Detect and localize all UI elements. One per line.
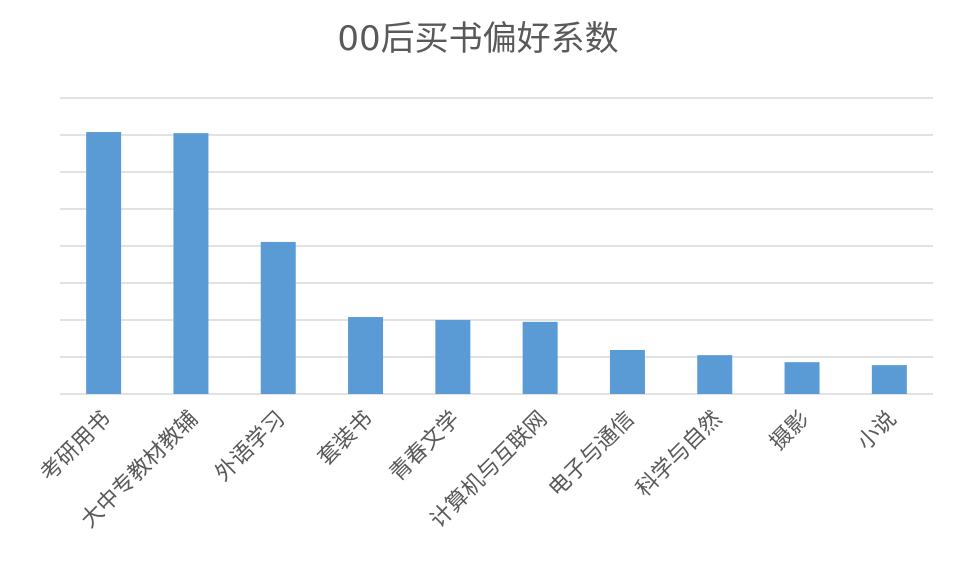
chart-title: 00后买书偏好系数: [337, 19, 618, 59]
bar: [348, 317, 384, 394]
bar: [784, 362, 820, 394]
bar: [609, 349, 645, 394]
bar: [522, 321, 558, 394]
bar: [697, 355, 733, 394]
bar: [86, 132, 122, 395]
bar: [871, 365, 907, 394]
bar: [435, 320, 471, 394]
bar: [260, 241, 296, 394]
bar: [173, 133, 209, 394]
